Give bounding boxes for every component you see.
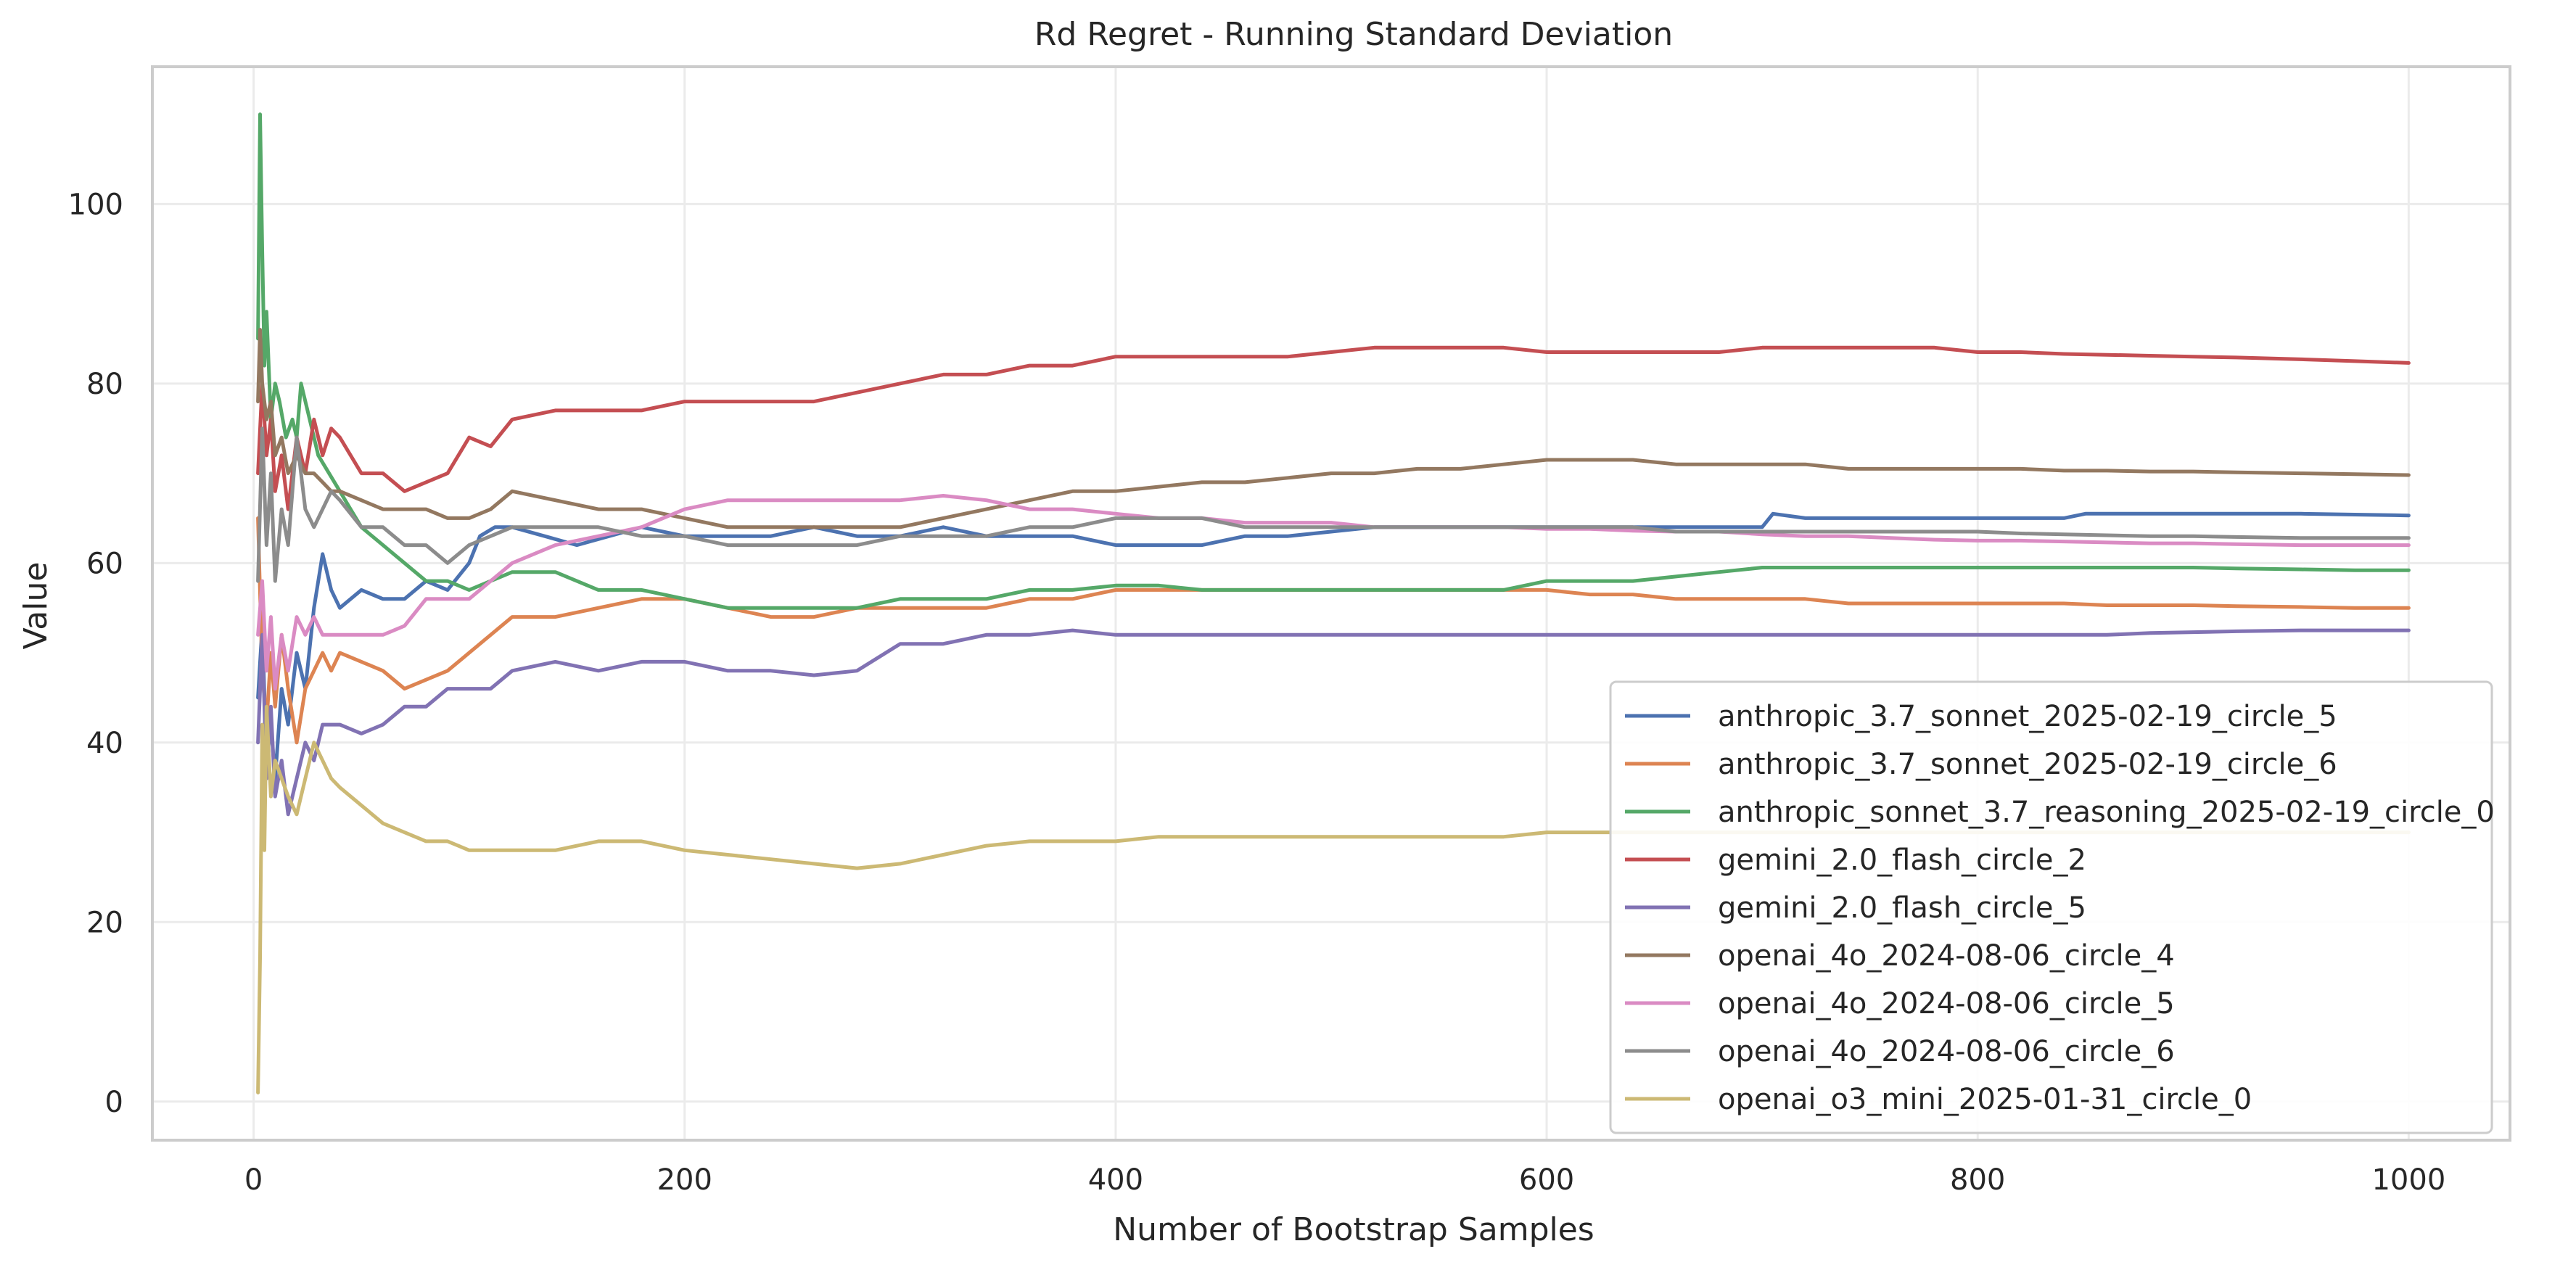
y-tick-label: 20 — [86, 906, 123, 939]
legend-entry-label: openai_4o_2024-08-06_circle_4 — [1718, 939, 2175, 973]
legend-entry-label: anthropic_3.7_sonnet_2025-02-19_circle_5 — [1718, 700, 2337, 733]
legend-entry-label: gemini_2.0_flash_circle_5 — [1718, 891, 2086, 925]
series-line — [256, 328, 2411, 529]
x-axis-label: Number of Bootstrap Samples — [1113, 1211, 1594, 1248]
legend-entry-label: openai_4o_2024-08-06_circle_5 — [1718, 987, 2175, 1020]
y-axis-label: Value — [17, 562, 54, 650]
legend-entry-label: openai_4o_2024-08-06_circle_6 — [1718, 1035, 2175, 1068]
series-line — [256, 511, 2411, 780]
x-axis-ticks: 0 200 400 600 800 1000 — [244, 1163, 2445, 1197]
series-line — [256, 426, 2411, 583]
x-tick-label: 800 — [1950, 1163, 2005, 1197]
legend-box — [1609, 680, 2493, 1134]
series-line — [256, 112, 2411, 610]
series-lines — [256, 112, 2411, 1094]
series-line — [256, 345, 2411, 511]
series-line — [256, 516, 2411, 745]
y-tick-label: 60 — [86, 547, 123, 580]
x-tick-label: 600 — [1519, 1163, 1574, 1197]
y-tick-label: 40 — [86, 727, 123, 760]
legend-entry-label: anthropic_sonnet_3.7_reasoning_2025-02-1… — [1718, 796, 2495, 829]
legend: anthropic_3.7_sonnet_2025-02-19_circle_5… — [1609, 680, 2495, 1134]
legend-entry-label: anthropic_3.7_sonnet_2025-02-19_circle_6 — [1718, 748, 2337, 781]
legend-entry-label: openai_o3_mini_2025-01-31_circle_0 — [1718, 1083, 2252, 1116]
y-axis-ticks: 0 20 40 60 80 100 — [68, 188, 123, 1118]
legend-entry-label: gemini_2.0_flash_circle_2 — [1718, 844, 2086, 877]
x-tick-label: 1000 — [2371, 1163, 2445, 1197]
x-tick-label: 400 — [1088, 1163, 1143, 1197]
y-tick-label: 80 — [86, 368, 123, 401]
series-line — [256, 494, 2411, 691]
chart-title: Rd Regret - Running Standard Deviation — [1034, 16, 1673, 53]
x-tick-label: 200 — [657, 1163, 712, 1197]
series-line — [256, 628, 2411, 817]
y-tick-label: 0 — [105, 1086, 123, 1119]
plot-area-frame — [151, 65, 2511, 1142]
x-tick-label: 0 — [244, 1163, 263, 1197]
y-tick-label: 100 — [68, 188, 123, 221]
